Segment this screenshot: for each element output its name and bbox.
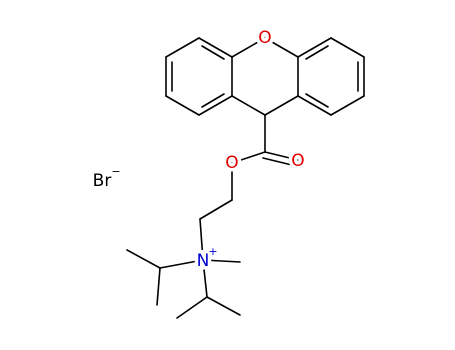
bond <box>231 151 266 164</box>
atom-label: Br <box>93 171 112 191</box>
bonds <box>126 37 365 319</box>
bond <box>231 37 266 58</box>
bond <box>156 267 161 306</box>
double-bond <box>305 45 329 60</box>
bond <box>206 296 241 316</box>
bond <box>165 37 200 58</box>
bond <box>199 199 233 220</box>
atom-label: O <box>291 151 304 171</box>
bond <box>330 37 365 58</box>
bond <box>264 95 299 116</box>
charge-label: + <box>208 245 217 258</box>
atom-label: O <box>258 28 271 48</box>
double-bond <box>305 93 329 108</box>
bond <box>264 151 299 161</box>
double-bond <box>201 93 225 108</box>
bond <box>126 249 161 269</box>
double-bond <box>201 45 225 60</box>
bond <box>231 95 266 116</box>
bond <box>202 259 208 298</box>
bond <box>198 95 233 116</box>
double-bond <box>262 157 297 167</box>
bond <box>198 37 233 58</box>
atom-label: N <box>197 251 210 271</box>
bond <box>199 218 204 261</box>
bond <box>176 296 208 319</box>
bond <box>165 95 200 116</box>
atom-label: O <box>225 153 238 173</box>
bond <box>202 259 241 263</box>
charge-label: − <box>111 165 120 178</box>
bond <box>297 37 332 58</box>
bond <box>159 259 204 269</box>
bond <box>264 37 299 58</box>
bond <box>297 95 332 116</box>
bond <box>330 95 365 116</box>
